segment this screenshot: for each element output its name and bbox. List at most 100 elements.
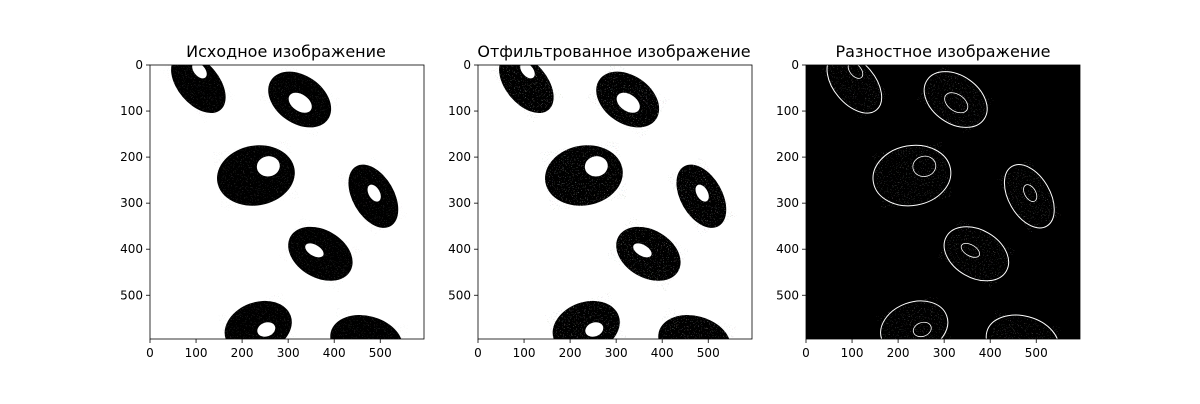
cell-6 [224,300,292,339]
cell-6 [880,300,949,339]
cell-5 [288,226,353,281]
axes-frame [805,64,1081,340]
cell-1 [171,65,226,114]
cell-2 [268,71,332,128]
x-axis: 0 100 200 300 400 500 [146,339,392,360]
y-axis: 0 100 200 300 400 500 [448,58,478,302]
y-tick-label: 100 [120,104,143,118]
cell-outline [872,144,952,207]
panel-title: Отфильтрованное изображение [477,42,750,61]
x-tick-label: 400 [651,346,674,360]
x-tick-label: 300 [277,346,300,360]
y-tick-label: 200 [120,150,143,164]
cell-hole [256,156,280,177]
panel-difference: Разностное изображение 0 100 200 300 400 500 … [776,42,1081,360]
cell-hole [633,243,652,258]
cell-5 [616,226,681,281]
x-tick-label: 500 [369,346,392,360]
cell-1 [499,65,554,114]
cell-texture [946,228,1007,279]
cell-hole [695,184,709,202]
cell-4 [676,164,727,228]
cell-hole [616,92,640,113]
cell-hole [257,322,276,337]
x-tick-label: 200 [887,346,910,360]
cell-hole [584,156,608,177]
cell-outline [1003,164,1055,229]
y-tick-label: 300 [776,196,799,210]
cell-4 [348,164,399,228]
cell-hole [585,322,604,337]
cell-texture [926,73,985,126]
cell-texture [1006,167,1053,226]
x-tick-label: 0 [474,346,482,360]
cell-7 [658,315,731,339]
y-tick-label: 300 [120,196,143,210]
cell-2 [596,71,660,128]
x-tick-label: 500 [1025,346,1048,360]
cell-hole [912,321,932,338]
cell-7 [985,314,1060,339]
cell-hole [847,65,864,79]
y-tick-label: 200 [776,150,799,164]
x-tick-label: 100 [841,346,864,360]
cell-outline [826,65,883,114]
cell-4 [1003,164,1055,229]
cell-hole [192,65,207,79]
cell-texture [876,147,948,204]
cell-hole [520,65,535,79]
x-axis: 0 100 200 300 400 500 [802,339,1048,360]
cell-outline [923,71,988,128]
cell-outline [943,226,1010,282]
y-tick-label: 200 [448,150,471,164]
y-tick-label: 400 [776,242,799,256]
panel-title: Разностное изображение [836,42,1051,61]
cell-outline [880,300,949,339]
x-tick-label: 300 [605,346,628,360]
y-tick-label: 500 [448,288,471,302]
y-tick-label: 400 [448,242,471,256]
y-tick-label: 0 [791,58,799,72]
cell-2 [923,71,988,128]
cell-hole [305,243,324,258]
cell-hole [960,242,981,258]
y-tick-label: 100 [776,104,799,118]
x-tick-label: 400 [323,346,346,360]
cell-shapes [171,65,403,339]
cell-shapes [826,65,1060,339]
cell-1 [826,65,883,114]
y-tick-label: 100 [448,104,471,118]
axes-frame [149,64,425,340]
x-tick-label: 200 [559,346,582,360]
cell-texture [989,317,1056,339]
cell-texture [552,300,620,339]
x-tick-label: 0 [146,346,154,360]
cell-texture [829,65,880,111]
cell-hole [912,155,937,177]
panel-original: Исходное изображение 0 100 200 300 400 500 0 1… [120,42,425,360]
cell-6 [552,300,620,339]
cell-texture [330,315,403,339]
y-tick-label: 0 [463,58,471,72]
x-tick-label: 500 [697,346,720,360]
cell-hole [1023,184,1038,202]
y-tick-label: 400 [120,242,143,256]
y-axis: 0 100 200 300 400 500 [776,58,806,302]
panel-title: Исходное изображение [186,42,386,61]
x-tick-label: 200 [231,346,254,360]
axes-frame [477,64,753,340]
x-tick-label: 300 [933,346,956,360]
x-axis: 0 100 200 300 400 500 [474,339,720,360]
cell-5 [943,226,1010,282]
cell-3 [217,145,295,206]
x-tick-label: 100 [513,346,536,360]
x-tick-label: 0 [802,346,810,360]
x-tick-label: 400 [979,346,1002,360]
cell-texture [224,300,292,339]
cell-texture [171,65,226,114]
cell-hole [288,92,312,113]
cell-3 [545,145,623,206]
x-tick-label: 100 [185,346,208,360]
